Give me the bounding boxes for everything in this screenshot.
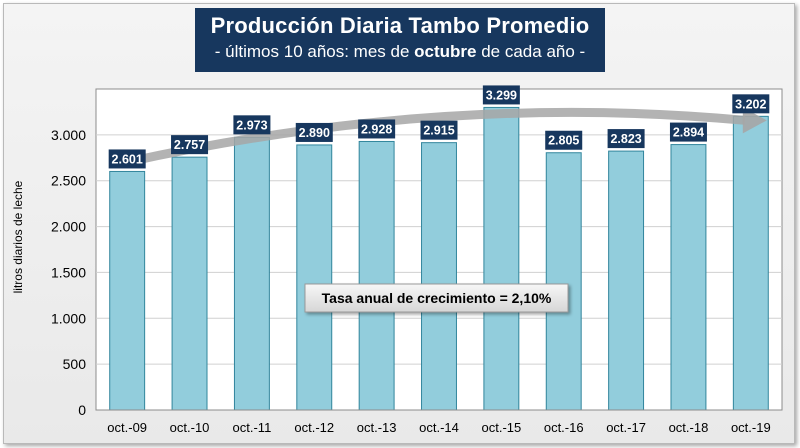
- bar: [608, 150, 645, 411]
- x-tick-label: oct.-19: [731, 420, 771, 435]
- value-label-box: [669, 122, 707, 142]
- bar: [670, 144, 707, 411]
- chart-title: Producción Diaria Tambo Promedio: [210, 13, 590, 38]
- value-label-box: [607, 129, 645, 149]
- trend-arrow: [120, 107, 746, 168]
- chart-title-box: Producción Diaria Tambo Promedio - últim…: [195, 8, 605, 72]
- subtitle-suffix: de cada año -: [476, 42, 586, 61]
- value-label: 2.894: [673, 126, 704, 140]
- value-label-box: [482, 85, 520, 105]
- x-tick-label: oct.-17: [606, 420, 646, 435]
- annotation-group: Tasa anual de crecimiento = 2,10%: [304, 283, 569, 313]
- x-tick-label: oct.-16: [544, 420, 584, 435]
- value-label: 2.973: [236, 118, 267, 132]
- chart-subtitle: - últimos 10 años: mes de octubre de cad…: [195, 40, 605, 64]
- value-label-box: [732, 94, 770, 114]
- subtitle-prefix: - últimos 10 años: mes de: [214, 42, 415, 61]
- annotation-box: [304, 283, 569, 313]
- x-tick-label: oct.-14: [419, 420, 459, 435]
- value-label-box: [233, 115, 271, 135]
- y-tick-label: 1.000: [51, 310, 86, 326]
- value-label: 2.823: [610, 132, 641, 146]
- value-label-box: [295, 122, 333, 142]
- x-tick-label: oct.-15: [481, 420, 521, 435]
- x-tick-label: oct.-12: [294, 420, 334, 435]
- bar: [483, 106, 520, 411]
- value-label: 2.928: [361, 122, 392, 136]
- x-tick-label: oct.-10: [170, 420, 210, 435]
- value-label-box: [171, 135, 209, 155]
- value-label: 2.757: [174, 138, 205, 152]
- trend-arrow-head: [742, 107, 767, 134]
- bar: [732, 115, 769, 411]
- value-label: 3.202: [735, 97, 766, 111]
- bar: [421, 142, 457, 411]
- value-label-box: [420, 120, 458, 140]
- y-tick-label: 500: [63, 356, 87, 372]
- bar: [296, 144, 333, 411]
- value-label-box: [108, 149, 146, 169]
- bar: [233, 136, 270, 411]
- x-tick-label: oct.-09: [107, 420, 147, 435]
- bar: [109, 170, 146, 411]
- axes: 0 500 1.000 1.500 2.000 2.500 3.000 oct.-09 oct.…: [51, 127, 782, 435]
- value-label: 2.915: [423, 124, 454, 138]
- trend-arrow-group: [120, 107, 767, 168]
- value-label-box: [358, 119, 396, 139]
- subtitle-bold: octubre: [414, 42, 477, 61]
- y-tick-label: 3.000: [51, 127, 86, 143]
- value-label-box: [545, 130, 583, 150]
- y-tick-label: 0: [78, 402, 86, 418]
- bar: [171, 156, 208, 411]
- value-label: 2.805: [548, 134, 579, 148]
- value-label: 2.601: [112, 152, 143, 166]
- bars: [109, 106, 769, 411]
- y-tick-label: 2.500: [51, 173, 86, 189]
- y-tick-label: 1.500: [51, 264, 86, 280]
- value-label: 2.890: [299, 126, 330, 140]
- x-tick-label: oct.-18: [669, 420, 709, 435]
- annotation-text: Tasa anual de crecimiento = 2,10%: [322, 290, 552, 306]
- value-label: 3.299: [486, 88, 517, 102]
- y-tick-label: 2.000: [51, 219, 86, 235]
- x-tick-label: oct.-11: [233, 420, 272, 435]
- bar: [358, 140, 395, 411]
- x-tick-label: oct.-13: [357, 420, 397, 435]
- bar: [545, 152, 582, 411]
- value-labels: 2.601 2.757 2.973 2.890 2.928 2.915 3.299 2.805…: [108, 85, 770, 169]
